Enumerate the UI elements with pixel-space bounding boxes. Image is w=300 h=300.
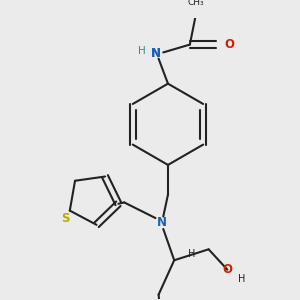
Text: N: N [157, 216, 167, 229]
Text: H: H [238, 274, 245, 284]
Text: S: S [61, 212, 69, 225]
Text: H: H [188, 249, 195, 259]
Text: H: H [137, 46, 145, 56]
Text: O: O [222, 263, 233, 276]
Text: CH₃: CH₃ [188, 0, 204, 7]
Text: N: N [151, 47, 160, 61]
Text: N: N [151, 47, 160, 61]
Text: O: O [224, 38, 234, 51]
